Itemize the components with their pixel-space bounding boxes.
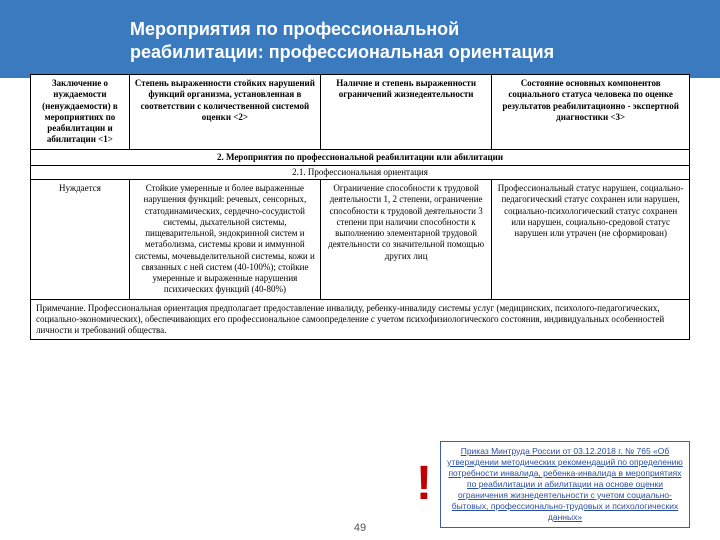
cell-severity: Стойкие умеренные и более выраженные нар… [129, 180, 320, 300]
page-number: 49 [354, 522, 366, 534]
header-line-2: реабилитации: профессиональная ориентаци… [130, 41, 696, 64]
rehab-table: Заключение о нуждаемости (ненуждаемости)… [30, 74, 690, 340]
cell-status: Профессиональный статус нарушен, социаль… [492, 180, 690, 300]
col-header-4: Состояние основных компонентов социально… [492, 75, 690, 150]
reference-box: Приказ Минтруда России от 03.12.2018 г. … [440, 441, 690, 528]
attention-icon: ! [416, 460, 432, 508]
table-header-row: Заключение о нуждаемости (ненуждаемости)… [31, 75, 690, 150]
col-header-1: Заключение о нуждаемости (ненуждаемости)… [31, 75, 130, 150]
section-row: 2. Мероприятия по профессиональной реаби… [31, 149, 690, 165]
cell-limitations: Ограничение способности к трудовой деяте… [320, 180, 491, 300]
table-container: Заключение о нуждаемости (ненуждаемости)… [0, 74, 720, 340]
col-header-2: Степень выраженности стойких нарушений ф… [129, 75, 320, 150]
data-row: Нуждается Стойкие умеренные и более выра… [31, 180, 690, 300]
cell-need: Нуждается [31, 180, 130, 300]
slide-header: Мероприятия по профессиональной реабилит… [0, 0, 720, 78]
subsection-row: 2.1. Профессиональная ориентация [31, 165, 690, 179]
subsection-title: 2.1. Профессиональная ориентация [31, 165, 690, 179]
header-line-1: Мероприятия по профессиональной [130, 18, 696, 41]
note-row: Примечание. Профессиональная ориентация … [31, 299, 690, 340]
col-header-3: Наличие и степень выраженности ограничен… [320, 75, 491, 150]
section-title: 2. Мероприятия по профессиональной реаби… [31, 149, 690, 165]
footer: ! Приказ Минтруда России от 03.12.2018 г… [0, 441, 720, 528]
note-text: Примечание. Профессиональная ориентация … [31, 299, 690, 340]
